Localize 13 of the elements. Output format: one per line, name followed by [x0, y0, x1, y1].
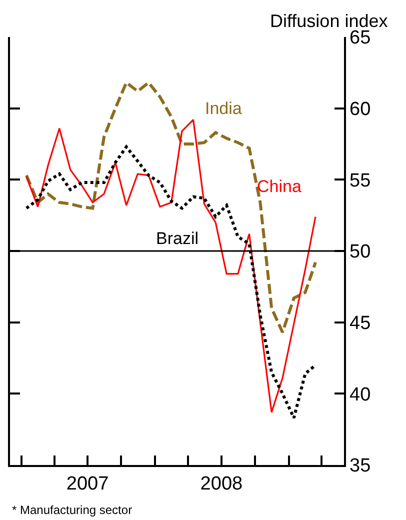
- series-label: Brazil: [156, 229, 199, 248]
- y-tick-label: 60: [350, 98, 371, 120]
- series-label: China: [257, 177, 302, 196]
- y-tick-label: 35: [350, 456, 371, 477]
- text: * Manufacturing sector: [12, 503, 132, 517]
- y-tick-label: 45: [350, 312, 371, 334]
- x-tick-label: 2007: [66, 474, 109, 495]
- series-label: India: [205, 99, 242, 118]
- y-tick-label: 50: [350, 242, 371, 263]
- y-tick-label: 40: [350, 384, 371, 406]
- x-tick-label: 2008: [200, 474, 243, 495]
- line-series: [24, 81, 317, 334]
- y-tick-label: 55: [350, 170, 371, 192]
